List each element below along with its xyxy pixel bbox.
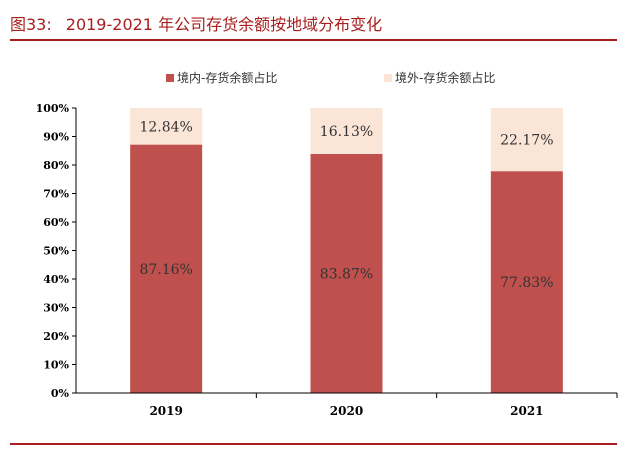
y-tick-label: 30% [43,302,69,315]
legend-swatch-domestic [166,74,174,82]
x-tick-label-2019: 2019 [149,404,182,418]
y-tick-label: 0% [51,387,70,400]
y-tick-label: 70% [43,188,69,201]
figure-number: 图33: [10,15,52,34]
y-tick-label: 90% [43,131,69,144]
legend-label-domestic: 境内-存货余额占比 [177,70,277,85]
data-label-domestic-2021: 77.83% [500,275,553,291]
data-label-overseas-2020: 16.13% [320,124,373,140]
data-label-domestic-2019: 87.16% [139,262,192,278]
y-tick-label: 20% [43,330,69,343]
y-tick-label: 40% [43,273,69,286]
x-tick-label-2020: 2020 [330,404,363,418]
bar-overseas-2021 [490,108,563,172]
figure-title-text: 2019-2021 年公司存货余额按地域分布变化 [65,15,383,34]
title-rule [10,39,617,41]
x-tick-label-2021: 2021 [510,404,543,418]
bar-domestic-2020 [310,153,383,393]
y-tick-label: 100% [36,102,70,115]
y-tick-label: 10% [43,359,69,372]
legend-label-overseas: 境外-存货余额占比 [395,70,495,85]
bar-overseas-2020 [310,108,383,154]
bottom-rule [10,443,617,445]
data-label-overseas-2021: 22.17% [500,133,553,149]
bar-domestic-2021 [490,171,563,393]
figure-title: 图33: 2019-2021 年公司存货余额按地域分布变化 [10,11,382,35]
data-label-overseas-2019: 12.84% [139,119,192,135]
y-tick-label: 80% [43,159,69,172]
y-tick-label: 50% [43,245,69,258]
bar-overseas-2019 [130,108,203,145]
y-tick-label: 60% [43,216,69,229]
bar-domestic-2019 [130,144,203,393]
data-label-domestic-2020: 83.87% [320,266,373,282]
legend-swatch-overseas [384,74,392,82]
